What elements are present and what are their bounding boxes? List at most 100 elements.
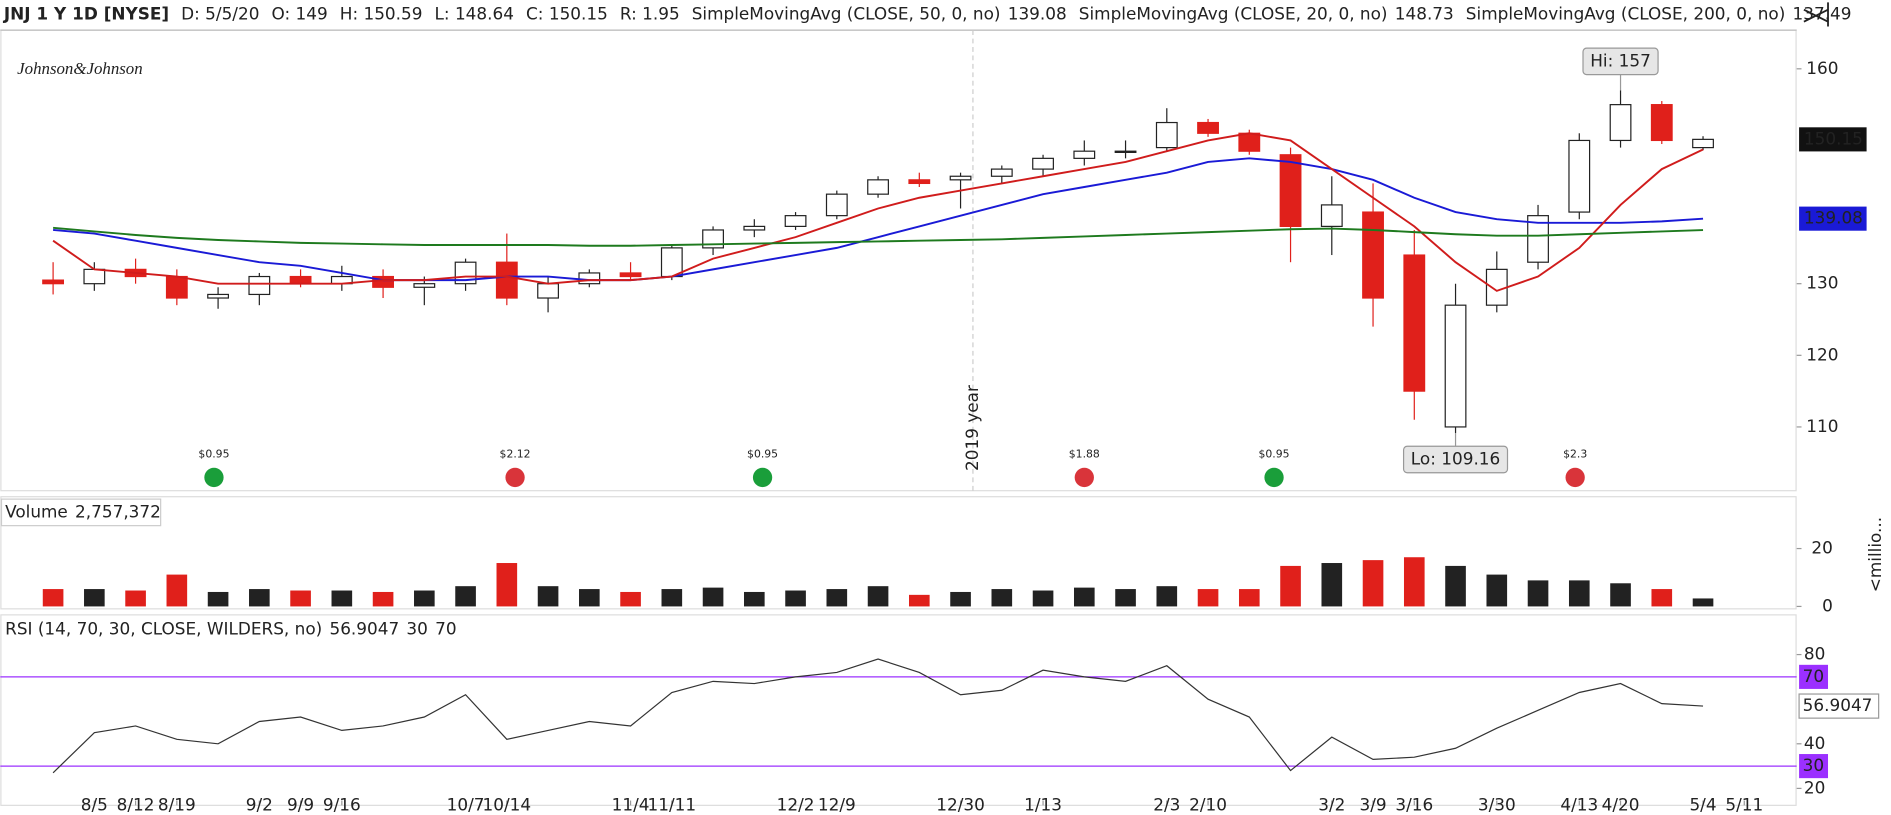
event-icon[interactable] <box>204 467 224 488</box>
header-text: H: 150.59 <box>340 3 423 23</box>
candle-body <box>248 275 271 296</box>
volume-bar <box>42 589 64 607</box>
volume-bar <box>1321 563 1343 607</box>
volume-bar <box>372 591 394 607</box>
volume-last: 2,757,372 <box>75 501 161 521</box>
rsi-value-label: 56.9047 <box>1803 695 1873 715</box>
candle-body <box>42 279 65 285</box>
volume-bar <box>744 591 765 607</box>
y-tick-label: 160 <box>1806 58 1838 78</box>
x-tick-label: 12/30 <box>936 794 985 814</box>
volume-bar <box>1362 560 1384 607</box>
x-tick-label: 11/11 <box>648 794 697 814</box>
moving-average <box>53 226 1704 247</box>
candle-body <box>1032 157 1054 170</box>
x-tick-label: 4/13 <box>1560 794 1598 814</box>
x-tick-label: 5/4 <box>1689 794 1716 814</box>
volume-bar <box>620 591 641 607</box>
volume-panel <box>0 496 1797 610</box>
price-box-label: 150.15 <box>1804 128 1863 148</box>
candle-body <box>1073 150 1096 159</box>
rsi-level-box <box>1799 664 1829 689</box>
candle-body <box>207 293 230 299</box>
candle-body <box>578 272 601 285</box>
volume-bar <box>1568 580 1590 607</box>
event-icon[interactable] <box>505 467 525 488</box>
price-box <box>1799 127 1867 152</box>
header-text: SimpleMovingAvg (CLOSE, 20, 0, no) <box>1079 3 1388 23</box>
rsi-line <box>52 658 1704 774</box>
event-icon[interactable] <box>1565 467 1585 488</box>
event-label: $0.95 <box>1259 448 1290 461</box>
candle-body <box>413 283 436 288</box>
x-tick-label: 3/30 <box>1478 794 1516 814</box>
candle-body <box>495 261 518 299</box>
candle-body <box>867 179 889 195</box>
candle-body <box>1650 104 1673 142</box>
draw-icon[interactable] <box>1803 2 1829 27</box>
candle-body <box>743 225 766 231</box>
candle-body <box>1320 204 1343 227</box>
candle-body <box>619 272 642 278</box>
event-icon[interactable] <box>1264 467 1284 488</box>
x-tick-label: 1/13 <box>1024 794 1062 814</box>
header-text: O: 149 <box>272 3 328 23</box>
x-tick-label: 4/20 <box>1602 794 1640 814</box>
event-icon[interactable] <box>752 467 773 488</box>
y-tick-label: 110 <box>1806 416 1838 436</box>
event-label: $2.12 <box>500 448 531 461</box>
candle-body <box>537 283 559 299</box>
candle-body <box>1568 139 1591 213</box>
x-tick-label: 10/7 <box>447 794 485 814</box>
year-label: 2019 year <box>962 385 982 471</box>
event-label: $0.95 <box>747 448 778 461</box>
rsi-panel <box>0 614 1797 806</box>
rsi-value: 56.9047 <box>329 618 399 638</box>
moving-average <box>53 157 1704 282</box>
price-box-label: 139.08 <box>1804 208 1863 228</box>
candle-body <box>784 215 807 227</box>
candle-body <box>454 261 477 285</box>
candle-body <box>1238 132 1261 152</box>
volume-bar <box>908 594 930 607</box>
header-text: C: 150.15 <box>526 3 608 23</box>
volume-bar <box>1445 565 1466 607</box>
x-tick-label: 2/3 <box>1153 794 1180 814</box>
volume-bar <box>1238 589 1260 607</box>
volume-bar <box>166 574 188 607</box>
candle-body <box>1403 254 1426 392</box>
volume-axis-label: <millio... <box>1865 517 1885 592</box>
event-icon[interactable] <box>1074 467 1094 488</box>
rsi-value-box <box>1798 693 1880 719</box>
volume-bar <box>496 563 518 607</box>
candle-body <box>990 168 1013 177</box>
volume-bar <box>991 589 1013 607</box>
price-box <box>1799 206 1867 231</box>
volume-bar <box>125 590 146 607</box>
candle-body <box>1155 121 1178 149</box>
volume-bar <box>1651 589 1673 607</box>
candle-body <box>83 268 106 285</box>
volume-bar <box>84 589 105 607</box>
x-tick-label: 8/12 <box>117 794 155 814</box>
candle-body <box>1692 138 1714 149</box>
event-label: $1.88 <box>1069 448 1100 461</box>
volume-bar <box>1280 565 1301 607</box>
volume-tick-label: 20 <box>1811 538 1832 558</box>
x-tick-label: 3/2 <box>1318 794 1345 814</box>
volume-bar <box>290 590 311 607</box>
volume-bar <box>1610 583 1631 607</box>
x-tick-label: 9/16 <box>323 794 361 814</box>
y-tick-label: 130 <box>1806 273 1838 293</box>
event-label: $2.3 <box>1563 448 1587 461</box>
rsi-level-box <box>1799 754 1829 779</box>
header-text: 148.73 <box>1395 3 1454 23</box>
volume-bar <box>1032 590 1054 607</box>
rsi-level-label: 70 <box>1803 666 1824 686</box>
x-tick-label: 5/11 <box>1725 794 1763 814</box>
volume-bar <box>414 590 435 607</box>
annotation-label: Lo: 109.16 <box>1411 448 1500 468</box>
candle-body <box>289 275 312 285</box>
candle-body <box>1114 150 1137 153</box>
rsi-tick-label: 80 <box>1804 644 1825 664</box>
